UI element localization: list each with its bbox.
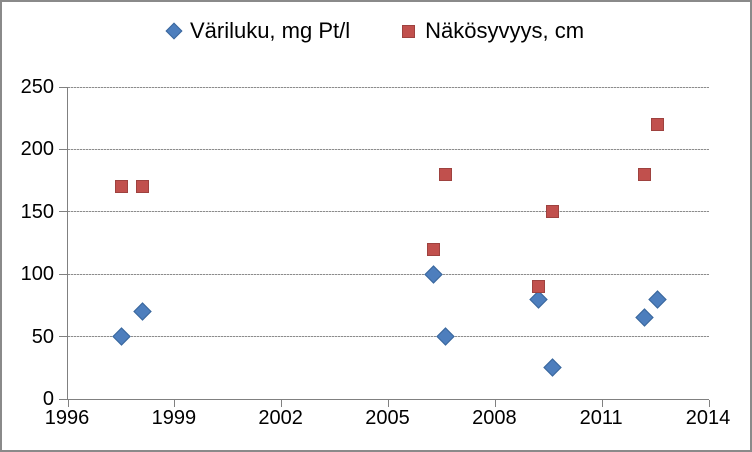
y-axis-tick-label: 100 [20,263,54,286]
x-axis-tick [601,400,603,407]
y-axis-tick [59,211,68,213]
x-axis-tick-label: 2005 [365,407,410,429]
x-axis-tick-label: 2008 [472,407,517,429]
y-gridline [68,86,709,88]
y-axis-tick [59,273,68,275]
x-axis-tick-label: 2011 [579,407,623,429]
x-axis-tick [67,400,69,407]
x-axis-tick [494,400,496,407]
x-axis-tick [174,400,176,407]
y-gridline [68,336,709,338]
y-axis-tick-label: 200 [20,138,54,161]
legend-label: Väriluku, mg Pt/l [189,18,351,43]
scatter-point-square [136,180,150,194]
y-axis-tick-label: 250 [20,76,54,98]
scatter-point-square [545,205,559,219]
scatter-point-diamond [436,327,455,346]
scatter-point-square [650,117,664,131]
y-gridline [68,148,709,150]
y-axis-tick [59,86,68,88]
x-axis-tick-label: 2014 [685,407,731,429]
x-axis-tick-label: 1996 [44,407,90,429]
chart-legend: Väriluku, mg Pt/l Näkösyvyys, cm [2,18,750,44]
y-axis-tick [59,336,68,338]
plot-area [59,86,710,407]
scatter-point-diamond [635,308,655,328]
diamond-icon [165,22,183,40]
y-axis-tick-label: 150 [20,200,54,223]
y-axis-tick [59,398,68,400]
y-axis-tick-label: 50 [31,325,54,348]
legend-label: Näkösyvyys, cm [425,18,585,43]
x-axis-tick [388,400,389,407]
x-axis-tick-label: 1999 [151,407,197,429]
scatter-point-diamond [133,302,152,321]
legend-item-nakosyvyys: Näkösyvyys, cm [402,18,584,44]
scatter-point-diamond [112,327,131,346]
scatter-point-square [426,242,440,256]
y-axis-tick [59,148,68,150]
y-gridline [68,211,709,213]
y-axis-tick-label: 0 [42,388,54,410]
x-axis-tick [708,400,710,407]
scatter-point-diamond [648,289,667,309]
scatter-point-square [531,280,545,294]
y-gridline [68,273,709,275]
scatter-point-square [438,167,452,181]
legend-item-variluku: Väriluku, mg Pt/l [165,18,351,44]
x-axis-tick [281,400,283,407]
square-icon [402,24,416,38]
scatter-point-diamond [543,358,562,377]
scatter-point-square [638,167,652,181]
scatter-point-diamond [423,264,443,284]
scatter-point-square [114,180,128,194]
x-axis-tick-label: 2002 [258,407,303,429]
